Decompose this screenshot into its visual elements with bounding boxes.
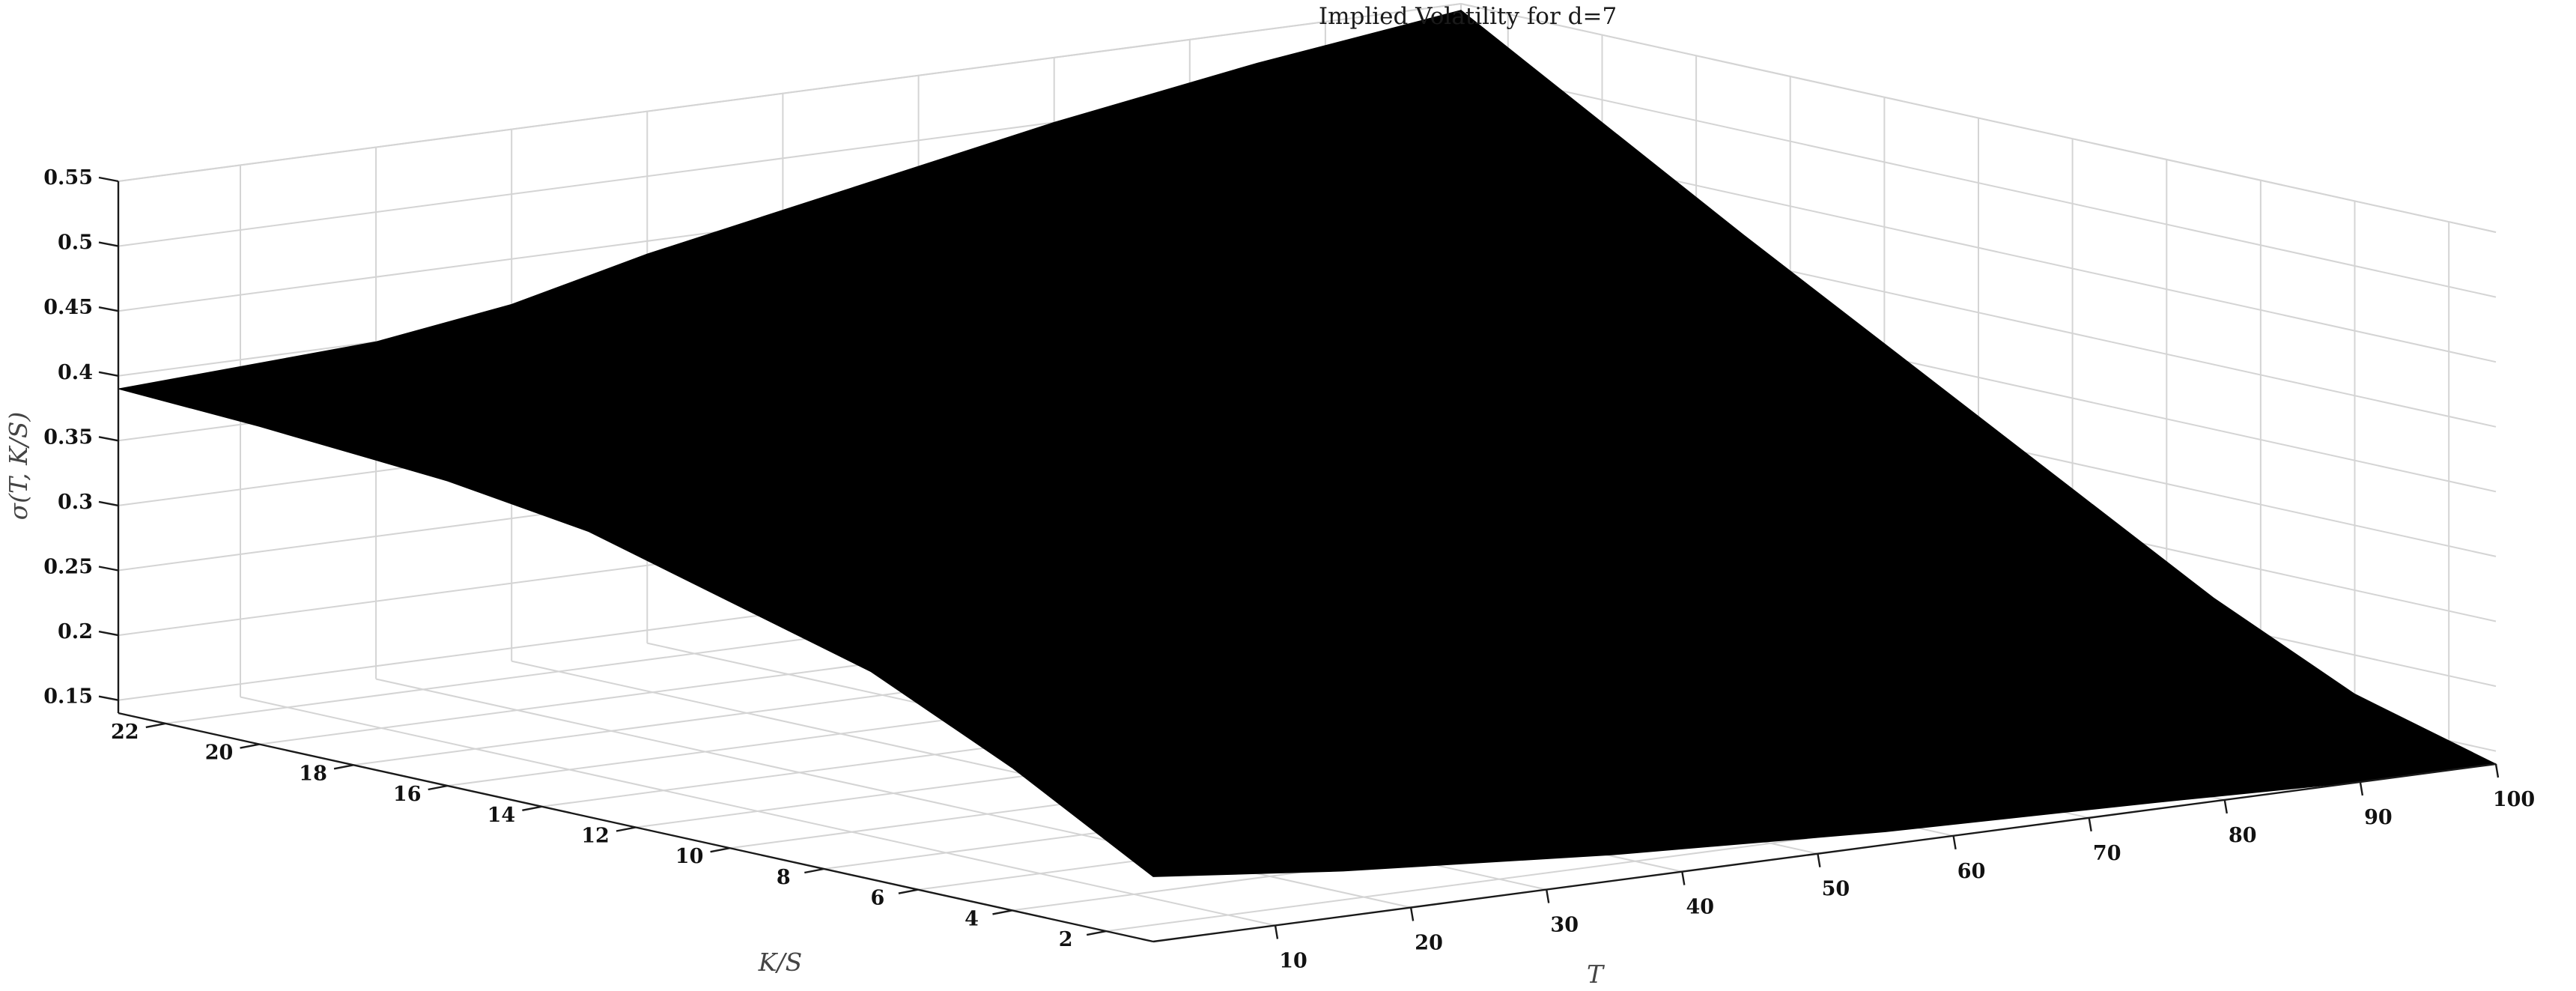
- z-tick: [98, 176, 119, 183]
- x-tick: [1546, 889, 1550, 903]
- z-tick: [98, 695, 119, 701]
- y-tick: [522, 805, 542, 811]
- z-tick-label: 0.45: [43, 296, 93, 319]
- x-tick: [2223, 799, 2228, 814]
- z-tick: [98, 630, 119, 637]
- x-tick: [1681, 871, 1686, 885]
- y-tick-label: 20: [205, 742, 234, 765]
- x-tick-label: 100: [2493, 788, 2535, 811]
- y-tick-label: 10: [675, 845, 704, 868]
- x-tick: [1274, 925, 1279, 939]
- label-layer: Implied Volatility for d=7 T K/S σ(T, K/…: [4, 3, 1617, 989]
- y-tick-label: 16: [393, 783, 422, 806]
- x-tick: [2494, 763, 2500, 778]
- x-tick-label: 60: [1957, 860, 1986, 883]
- y-tick-label: 12: [581, 825, 610, 848]
- z-tick: [98, 306, 119, 312]
- y-tick: [710, 847, 730, 853]
- volatility-surface: [118, 10, 2497, 877]
- grid-box-edge: [1460, 3, 2497, 233]
- z-tick: [98, 241, 119, 247]
- x-tick-label: 10: [1279, 950, 1307, 973]
- chart-title: Implied Volatility for d=7: [1319, 3, 1617, 30]
- y-tick-label: 2: [1059, 928, 1073, 951]
- x-tick: [2359, 781, 2364, 796]
- z-tick: [98, 371, 119, 377]
- x-axis-line: [1152, 763, 2497, 943]
- z-tick-label: 0.35: [43, 425, 93, 449]
- z-tick-label: 0.5: [58, 231, 93, 255]
- y-tick: [145, 722, 166, 729]
- grid-box-edge: [118, 3, 1462, 182]
- y-tick: [898, 888, 919, 894]
- z-tick-label: 0.2: [58, 620, 93, 643]
- x-tick-label: 30: [1550, 914, 1579, 937]
- y-tick-label: 18: [299, 762, 327, 785]
- x-tick-label: 40: [1686, 896, 1715, 919]
- x-axis-label: T: [1587, 960, 1606, 989]
- y-tick: [1086, 930, 1107, 936]
- x-tick-label: 70: [2093, 842, 2121, 865]
- y-tick-label: 14: [487, 804, 516, 827]
- x-tick-label: 90: [2364, 806, 2393, 829]
- z-tick: [98, 566, 119, 572]
- y-tick: [333, 764, 354, 770]
- x-tick-label: 50: [1822, 878, 1850, 901]
- y-tick-label: 6: [871, 887, 885, 910]
- y-tick: [428, 784, 448, 791]
- y-tick-label: 8: [777, 866, 791, 889]
- z-tick: [98, 436, 119, 442]
- z-tick-label: 0.4: [58, 361, 93, 384]
- y-tick: [240, 743, 260, 749]
- x-tick-label: 20: [1415, 932, 1443, 955]
- z-tick-label: 0.15: [43, 685, 93, 709]
- y-tick: [616, 826, 637, 832]
- z-axis-label: σ(T, K/S): [4, 412, 33, 521]
- x-tick: [1817, 853, 1821, 867]
- y-tick: [804, 867, 824, 874]
- x-tick: [1952, 835, 1957, 849]
- z-tick-label: 0.55: [43, 166, 93, 190]
- x-tick-label: 80: [2229, 824, 2257, 847]
- y-tick-label: 4: [965, 907, 979, 930]
- x-tick: [2088, 817, 2092, 831]
- z-tick-label: 0.3: [58, 491, 93, 514]
- y-axis-label: K/S: [758, 948, 802, 977]
- y-tick: [992, 909, 1012, 915]
- surface-layer: [118, 10, 2497, 877]
- axis-layer: 10 20 30 40 50 60 70 80 90 100 2 4 6 8 10 12 14 16 18 20 22 0…: [43, 166, 2535, 973]
- z-tick: [98, 500, 119, 507]
- z-tick-label: 0.25: [43, 556, 93, 579]
- y-tick-label: 22: [111, 721, 139, 744]
- x-tick: [1409, 907, 1415, 921]
- grid-line-z-side: [1460, 67, 2497, 298]
